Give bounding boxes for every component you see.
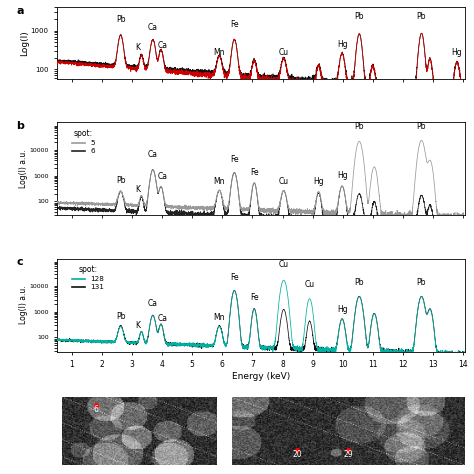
Text: c: c: [16, 256, 23, 267]
Text: Hg: Hg: [337, 171, 347, 180]
Text: Pb: Pb: [355, 278, 364, 287]
Text: Cu: Cu: [304, 280, 315, 289]
Text: Pb: Pb: [355, 11, 364, 20]
Text: 20: 20: [292, 450, 302, 459]
Text: Cu: Cu: [279, 48, 289, 57]
Text: Fe: Fe: [231, 155, 239, 164]
Text: Pb: Pb: [417, 122, 426, 131]
Text: K: K: [135, 43, 140, 52]
Text: Ca: Ca: [158, 41, 168, 50]
Text: Pb: Pb: [116, 311, 126, 320]
Text: Pb: Pb: [355, 122, 364, 131]
Text: 29: 29: [344, 450, 353, 459]
Text: Fe: Fe: [250, 292, 258, 301]
Text: b: b: [16, 120, 24, 131]
Text: K: K: [135, 185, 140, 194]
Legend: 5, 6: 5, 6: [69, 126, 98, 157]
Text: Ca: Ca: [158, 172, 168, 181]
Text: Pb: Pb: [116, 175, 126, 184]
Text: Pb: Pb: [116, 15, 126, 24]
Text: Mn: Mn: [214, 177, 225, 186]
Y-axis label: Log(I) a.u.: Log(I) a.u.: [19, 286, 28, 324]
Text: Hg: Hg: [337, 305, 347, 314]
Text: Pb: Pb: [417, 11, 426, 20]
Text: Fe: Fe: [250, 168, 258, 177]
X-axis label: Energy (keV): Energy (keV): [232, 372, 290, 381]
Text: Fe: Fe: [231, 273, 239, 282]
Text: Hg: Hg: [313, 177, 324, 186]
Text: K: K: [135, 321, 140, 330]
Text: Hg: Hg: [337, 40, 347, 49]
Text: Cu: Cu: [279, 260, 289, 269]
Text: Pb: Pb: [417, 278, 426, 287]
Text: Ca: Ca: [148, 23, 158, 32]
Text: a: a: [16, 6, 24, 16]
Y-axis label: Log(I) a.u.: Log(I) a.u.: [19, 150, 28, 188]
Text: Ca: Ca: [148, 299, 158, 308]
Text: Ca: Ca: [158, 313, 168, 322]
Text: Ca: Ca: [148, 150, 158, 159]
Text: Fe: Fe: [231, 20, 239, 29]
Text: Cu: Cu: [279, 177, 289, 186]
Text: Hg: Hg: [452, 48, 462, 57]
Text: 6: 6: [93, 405, 98, 414]
Legend: 128, 131: 128, 131: [69, 262, 107, 293]
Text: Mn: Mn: [214, 48, 225, 57]
Text: Mn: Mn: [214, 313, 225, 322]
Y-axis label: Log(I): Log(I): [20, 30, 29, 56]
